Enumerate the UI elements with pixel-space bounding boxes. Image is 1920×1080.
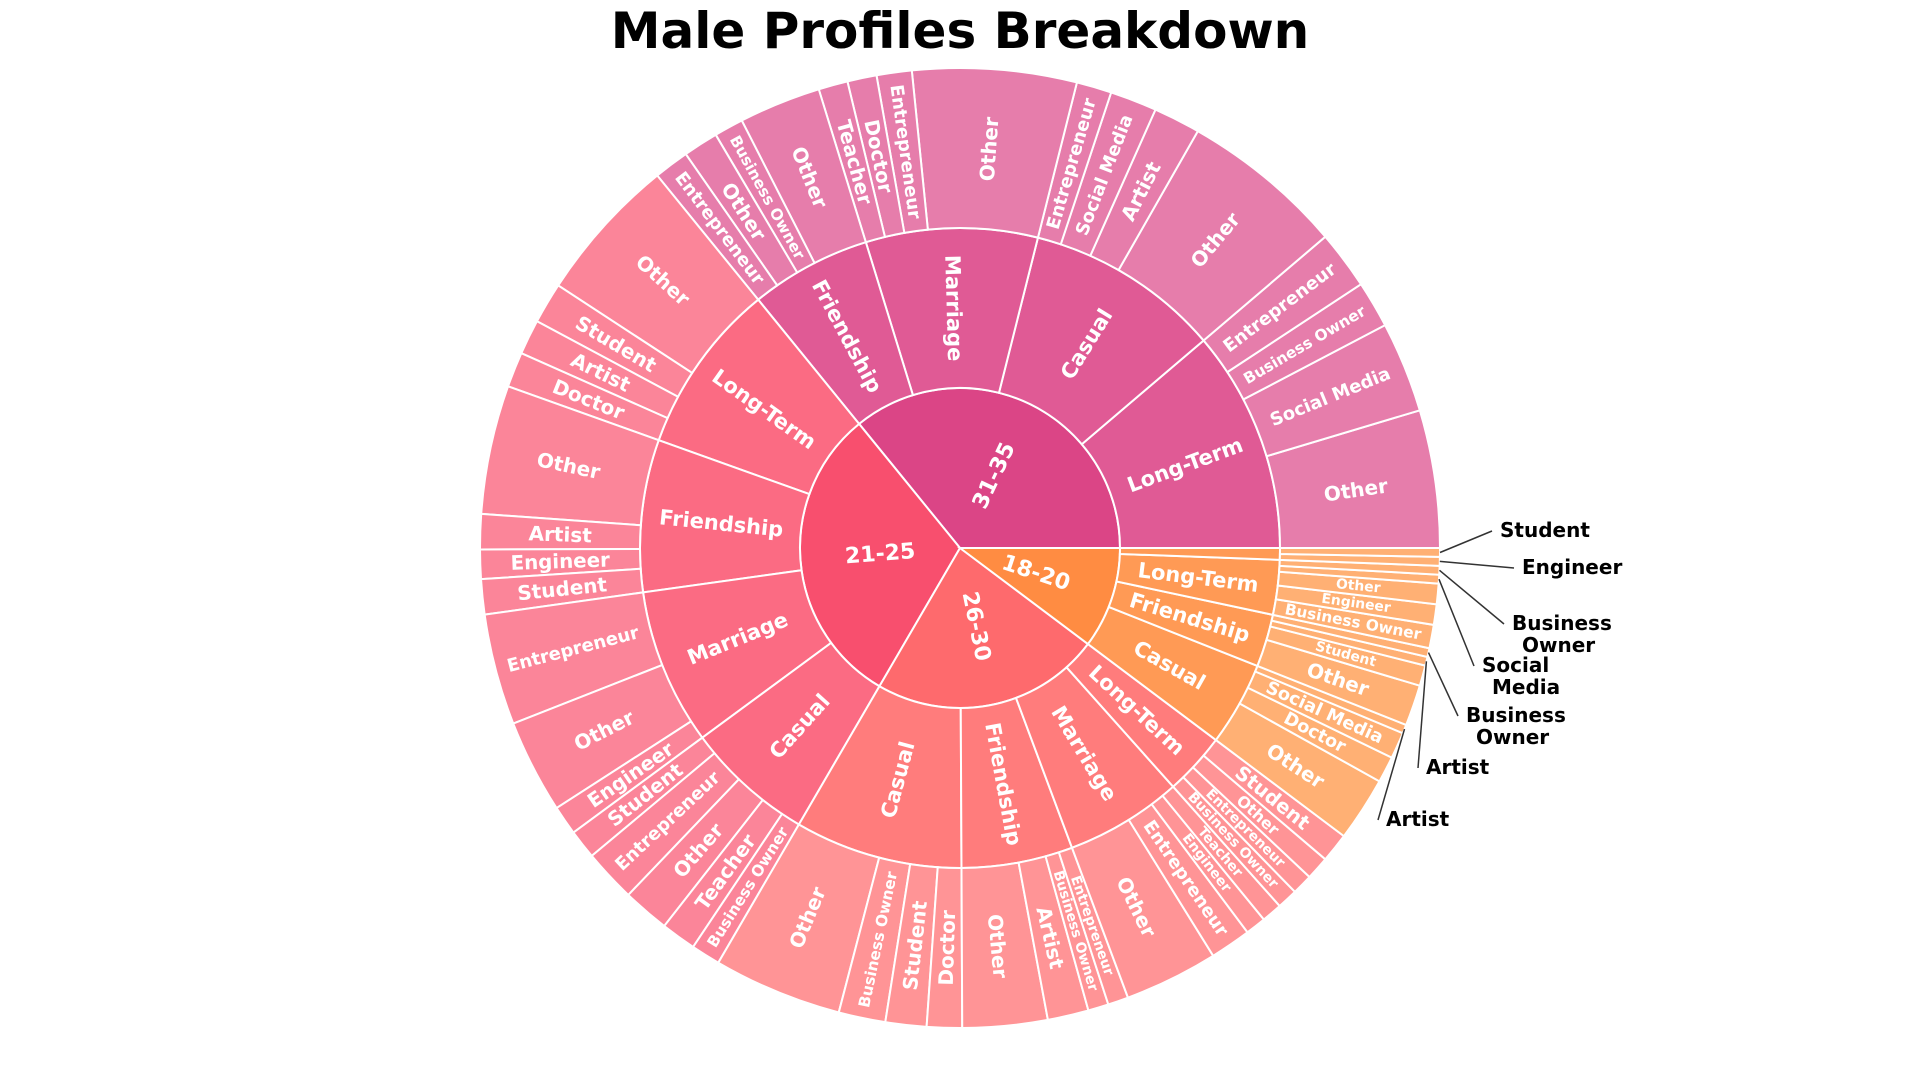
segment-31-35-marriage-label: Marriage (940, 255, 967, 362)
callout-leader-2 (1439, 569, 1505, 625)
callout-label-artist: Artist (1426, 755, 1490, 779)
segment-18-20-long-term-other-2-label: Other (1335, 576, 1381, 596)
chart-title: Male Profiles Breakdown (610, 2, 1310, 60)
segment-31-35-marriage-other-0-label: Other (975, 116, 1004, 182)
callout-leader-4 (1427, 652, 1459, 717)
callout-label-business-owner: Business Owner (1512, 611, 1612, 657)
sunburst-segments (478, 67, 1442, 1029)
segment-26-30-casual-doctor-3-label: Doctor (934, 910, 960, 986)
callout-leader-6 (1377, 728, 1406, 821)
callout-leader-5 (1417, 661, 1428, 769)
callout-label-business-owner: Business Owner (1466, 703, 1566, 749)
callout-label-engineer: Engineer (1522, 555, 1622, 579)
segment-21-25-label: 21-25 (844, 539, 916, 569)
segment-21-25-friendship-artist-1-label: Artist (528, 521, 592, 547)
callout-label-student: Student (1500, 518, 1590, 542)
callout-label-artist: Artist (1386, 807, 1450, 831)
callout-label-social-media: Social Media (1482, 653, 1560, 699)
callout-leader-3 (1438, 578, 1475, 667)
callout-leader-0 (1439, 530, 1493, 554)
segment-18-20-marriage-student-1[interactable] (1278, 547, 1442, 558)
callout-leader-1 (1439, 560, 1515, 569)
segment-21-25-friendship-engineer-2-label: Engineer (510, 548, 610, 574)
